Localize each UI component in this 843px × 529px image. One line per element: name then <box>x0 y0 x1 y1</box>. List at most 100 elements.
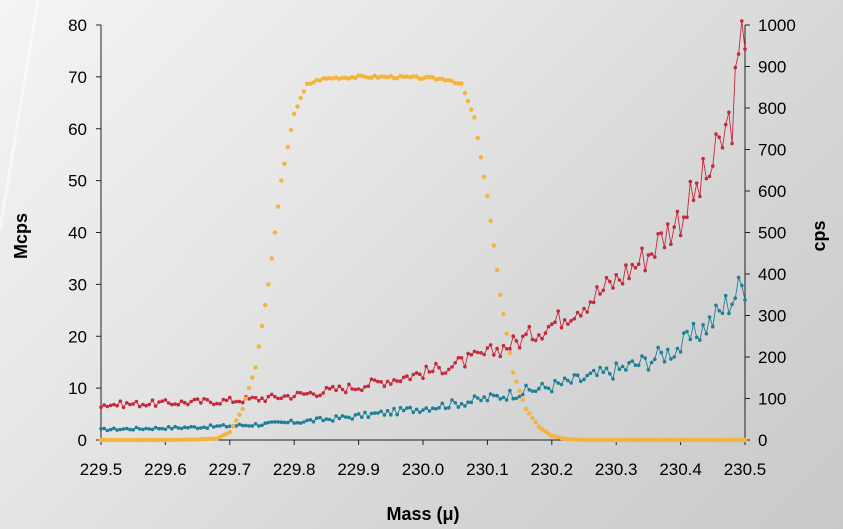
data-point <box>627 360 631 365</box>
data-point <box>424 406 429 410</box>
data-point <box>539 427 545 432</box>
data-point <box>125 426 129 431</box>
data-point <box>215 424 219 428</box>
data-point <box>524 383 528 388</box>
data-point <box>585 373 589 378</box>
data-point <box>540 381 544 386</box>
data-point <box>591 368 596 373</box>
data-point <box>675 346 680 351</box>
data-point <box>743 298 747 302</box>
data-point <box>353 413 358 417</box>
data-point <box>742 437 748 443</box>
data-point <box>327 386 332 391</box>
data-point <box>346 76 352 81</box>
data-point <box>562 436 567 442</box>
data-point <box>678 233 683 238</box>
data-point <box>472 349 477 354</box>
data-point <box>112 402 116 407</box>
data-point <box>275 204 281 209</box>
data-point <box>488 343 493 347</box>
data-point <box>527 388 532 392</box>
x-tick-label: 229.8 <box>273 460 316 479</box>
data-point <box>314 77 319 83</box>
data-point <box>124 437 129 443</box>
data-point <box>118 427 123 432</box>
data-point <box>617 437 622 443</box>
data-point <box>295 104 300 109</box>
y-left-tick-label: 20 <box>68 327 87 346</box>
data-point <box>517 388 522 393</box>
data-point <box>530 415 535 421</box>
data-point <box>363 410 367 415</box>
y-right-tick-label: 1000 <box>758 16 796 35</box>
data-point <box>517 345 522 350</box>
data-point <box>662 359 667 364</box>
data-point <box>337 384 342 389</box>
data-point <box>537 386 541 391</box>
data-point <box>463 404 467 408</box>
data-point <box>514 379 519 384</box>
data-point <box>726 437 732 443</box>
data-point <box>247 424 251 428</box>
data-point <box>652 437 657 443</box>
data-point <box>289 418 293 423</box>
data-point <box>443 78 448 83</box>
data-point <box>450 365 454 369</box>
data-point <box>639 437 645 443</box>
data-point <box>479 351 483 355</box>
data-point <box>324 385 329 390</box>
data-point <box>260 396 264 401</box>
data-point <box>356 73 361 78</box>
y-right-tick-label: 800 <box>758 99 786 118</box>
data-point <box>269 420 274 424</box>
data-point <box>482 352 487 357</box>
data-point <box>566 378 570 383</box>
data-point <box>318 415 322 420</box>
data-point <box>685 329 689 334</box>
y-right-tick-label: 100 <box>758 390 786 409</box>
x-tick-label: 230.1 <box>466 460 509 479</box>
data-point <box>514 339 519 343</box>
data-point <box>257 424 261 428</box>
data-point <box>273 420 277 424</box>
data-point <box>520 397 525 402</box>
data-point <box>443 371 448 375</box>
data-point <box>456 81 461 86</box>
data-point <box>173 402 177 406</box>
data-point <box>437 365 441 370</box>
data-point <box>147 402 152 407</box>
data-point <box>411 74 416 79</box>
data-point <box>395 412 400 417</box>
data-point <box>669 242 673 246</box>
data-point <box>675 209 680 214</box>
data-point <box>633 266 638 270</box>
data-point <box>295 420 300 425</box>
data-point <box>527 411 532 416</box>
data-point <box>134 399 139 404</box>
data-point <box>572 373 577 377</box>
data-point <box>331 384 335 389</box>
data-point <box>697 437 703 443</box>
data-point <box>202 425 206 430</box>
data-point <box>321 76 326 81</box>
data-point <box>485 346 490 350</box>
data-point <box>585 437 590 443</box>
data-point <box>733 296 738 301</box>
data-point <box>237 412 242 417</box>
data-point <box>385 408 390 413</box>
data-point <box>211 425 216 429</box>
data-point <box>611 377 615 381</box>
data-point <box>495 393 499 398</box>
data-point <box>614 273 618 277</box>
data-point <box>568 437 574 442</box>
data-point <box>398 405 403 410</box>
data-point <box>160 426 164 431</box>
data-point <box>440 371 445 376</box>
data-point <box>392 406 396 411</box>
data-point <box>366 75 371 80</box>
data-point <box>334 388 338 393</box>
data-point <box>640 246 644 251</box>
data-point <box>691 198 696 203</box>
data-point <box>659 437 664 443</box>
data-point <box>263 399 268 404</box>
